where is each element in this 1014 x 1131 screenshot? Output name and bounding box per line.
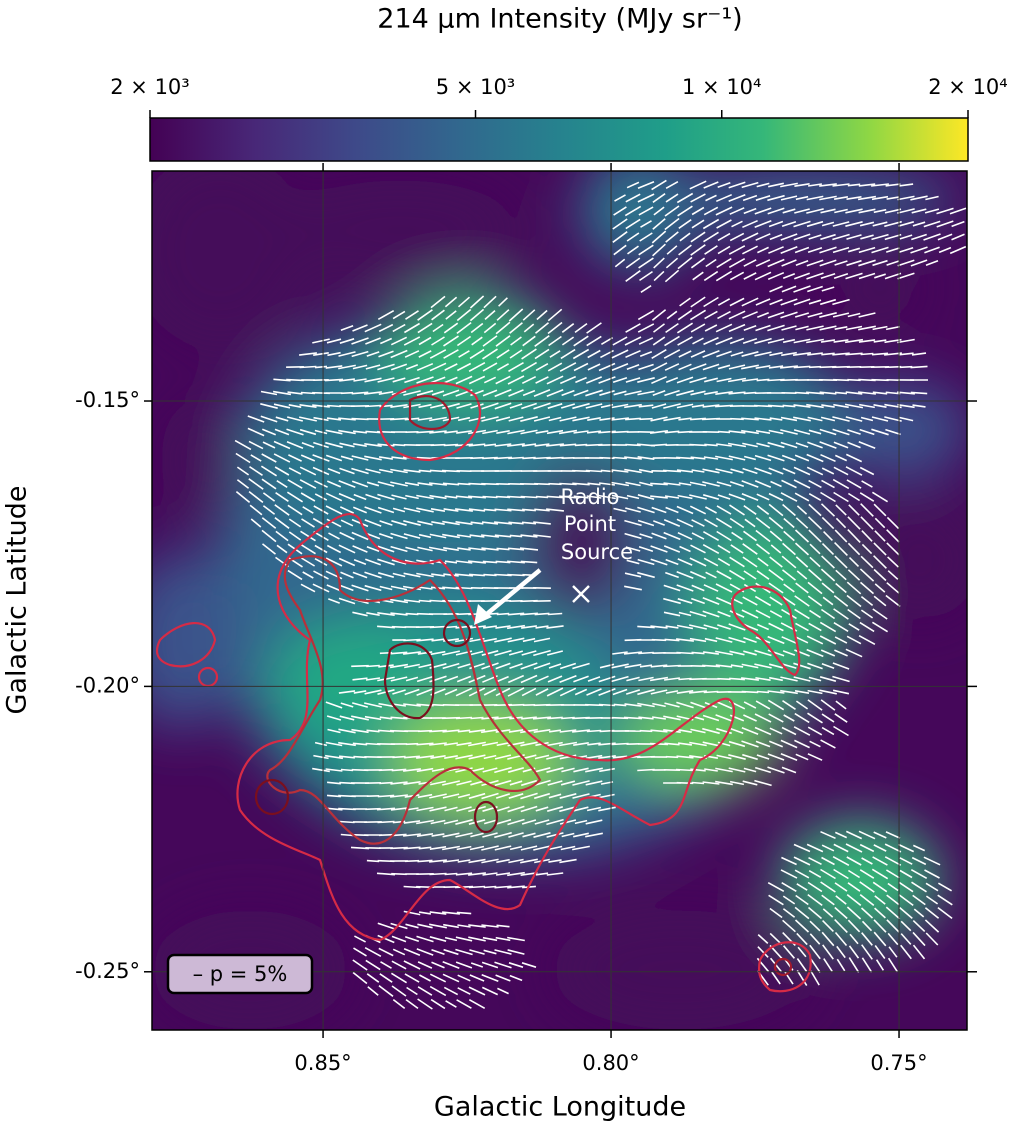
polarization-vector bbox=[536, 497, 548, 498]
polarization-vector bbox=[366, 666, 380, 667]
polarization-vector bbox=[676, 653, 693, 654]
colorbar-label: 214 μm Intensity (MJy sr⁻¹) bbox=[377, 4, 742, 35]
polarization-vector bbox=[431, 445, 446, 446]
polarization-vector bbox=[508, 458, 524, 459]
polarization-vector bbox=[352, 419, 369, 420]
polarization-vector bbox=[432, 705, 444, 706]
polarization-vector bbox=[637, 770, 654, 771]
polarization-vector bbox=[640, 731, 653, 732]
polarization-vector bbox=[639, 419, 652, 420]
polarization-vector bbox=[718, 432, 730, 433]
polarization-vector bbox=[638, 653, 654, 654]
polarization-vector bbox=[484, 887, 497, 888]
x-axis-label: Galactic Longitude bbox=[434, 1092, 686, 1123]
polarization-vector bbox=[430, 627, 446, 628]
colorbar-tick-label: 2 × 10⁴ bbox=[928, 75, 1007, 99]
polarization-vector bbox=[575, 445, 587, 446]
polarization-vector bbox=[392, 627, 406, 628]
colorbar-tick-label: 5 × 10³ bbox=[436, 75, 515, 99]
polarization-vector bbox=[406, 614, 419, 615]
polarization-vector bbox=[586, 471, 602, 472]
polarization-vector bbox=[379, 835, 393, 836]
polarization-vector bbox=[534, 484, 550, 485]
polarization-vector bbox=[286, 380, 304, 381]
polarization-vector bbox=[692, 783, 704, 784]
polarization-vector bbox=[652, 640, 666, 641]
polarization-vector bbox=[757, 692, 769, 693]
polarization-vector bbox=[744, 393, 757, 394]
polarization-vector bbox=[339, 822, 354, 823]
x-tick-label: 0.85° bbox=[294, 1051, 351, 1075]
polarization-vector bbox=[742, 692, 759, 693]
polarization-vector bbox=[406, 744, 418, 745]
polarization-vector bbox=[445, 874, 458, 875]
polarization-vector bbox=[456, 588, 473, 589]
annotation-text: Radio bbox=[560, 485, 619, 509]
x-tick-label: 0.80° bbox=[582, 1051, 639, 1075]
polarization-vector bbox=[612, 432, 629, 433]
polarization-vector bbox=[508, 705, 525, 706]
polarization-vector bbox=[900, 367, 913, 368]
x-tick-label: 0.75° bbox=[870, 1051, 927, 1075]
polarization-vector bbox=[367, 861, 379, 862]
polarization-vector bbox=[717, 679, 730, 680]
polarization-vector bbox=[861, 354, 874, 355]
colorbar bbox=[150, 118, 968, 161]
annotation-text: Source bbox=[561, 540, 633, 564]
polarization-vector bbox=[392, 757, 405, 758]
polarization-vector bbox=[327, 406, 341, 407]
y-axis-label: Galactic Latitude bbox=[2, 486, 33, 715]
intensity-map: Radio Point Source bbox=[120, 150, 980, 1030]
polarization-vector bbox=[405, 861, 419, 862]
polarization-vector bbox=[521, 497, 538, 498]
polarization-vector bbox=[429, 874, 446, 875]
y-tick-label: -0.15° bbox=[75, 388, 140, 412]
polarization-vector bbox=[379, 770, 394, 771]
polarization-vector bbox=[497, 614, 509, 615]
colorbar-tick-label: 1 × 10⁴ bbox=[682, 75, 761, 99]
polarization-vector bbox=[809, 367, 821, 368]
polarization-vector bbox=[300, 367, 317, 368]
polarization-vector bbox=[587, 731, 601, 732]
polarization-vector bbox=[419, 601, 432, 602]
polarization-vector bbox=[704, 692, 719, 693]
y-tick-label: -0.20° bbox=[75, 673, 140, 697]
polarization-vector bbox=[666, 757, 678, 758]
polarization-vector bbox=[469, 887, 485, 888]
y-tick-label: -0.25° bbox=[75, 959, 140, 983]
polarization-vector bbox=[689, 445, 706, 446]
polarization-vector bbox=[780, 380, 798, 381]
polarization-vector bbox=[833, 380, 849, 381]
polarization-vector bbox=[481, 484, 499, 485]
polarization-vector bbox=[456, 718, 472, 719]
polarization-vector bbox=[871, 380, 888, 381]
polarization-vector bbox=[599, 458, 614, 459]
colorbar-tick-label: 2 × 10³ bbox=[110, 75, 189, 99]
polarization-vector bbox=[507, 575, 524, 576]
polarization-vector bbox=[483, 497, 498, 498]
polarization-vector bbox=[378, 822, 395, 823]
polarization-vector bbox=[365, 406, 381, 407]
polarization-vector bbox=[548, 614, 562, 615]
polarization-vector bbox=[341, 770, 353, 771]
polarization-vector bbox=[677, 783, 694, 784]
polarization-vector bbox=[611, 744, 628, 745]
polarization-vector bbox=[546, 458, 563, 459]
polarization-vector bbox=[599, 705, 615, 706]
annotation-text: Point bbox=[564, 512, 616, 536]
legend-text: – p = 5% bbox=[193, 962, 288, 986]
polarization-vector bbox=[341, 393, 353, 394]
polarization-vector bbox=[391, 874, 407, 875]
polarization-vector bbox=[470, 458, 484, 459]
polarization-vector bbox=[393, 445, 405, 446]
